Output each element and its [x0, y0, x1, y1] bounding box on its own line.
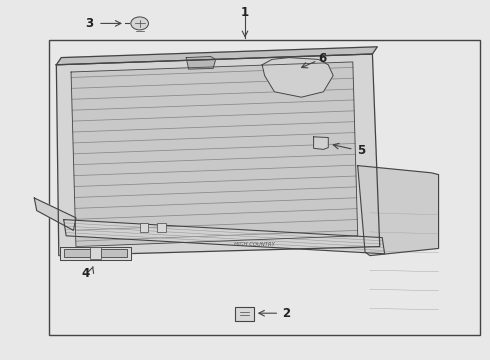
Text: 1: 1 — [241, 6, 249, 19]
Bar — [140, 223, 148, 232]
Polygon shape — [64, 249, 90, 257]
Circle shape — [131, 17, 148, 30]
Polygon shape — [71, 62, 358, 247]
Text: 2: 2 — [282, 307, 290, 320]
Polygon shape — [56, 54, 380, 256]
Polygon shape — [56, 47, 377, 65]
Polygon shape — [60, 247, 131, 260]
Bar — [49, 40, 480, 335]
Polygon shape — [34, 198, 76, 230]
Bar — [235, 307, 254, 321]
Bar — [90, 247, 101, 259]
Text: 5: 5 — [357, 144, 365, 157]
Polygon shape — [64, 220, 385, 254]
Polygon shape — [186, 57, 216, 69]
Polygon shape — [262, 58, 333, 97]
Text: 6: 6 — [318, 52, 327, 65]
Polygon shape — [101, 249, 127, 257]
Text: HIGH COUNTRY: HIGH COUNTRY — [234, 242, 275, 247]
Polygon shape — [314, 137, 328, 149]
Text: 4: 4 — [82, 267, 90, 280]
Text: 3: 3 — [85, 17, 93, 30]
Bar — [157, 223, 166, 232]
Polygon shape — [358, 166, 439, 256]
